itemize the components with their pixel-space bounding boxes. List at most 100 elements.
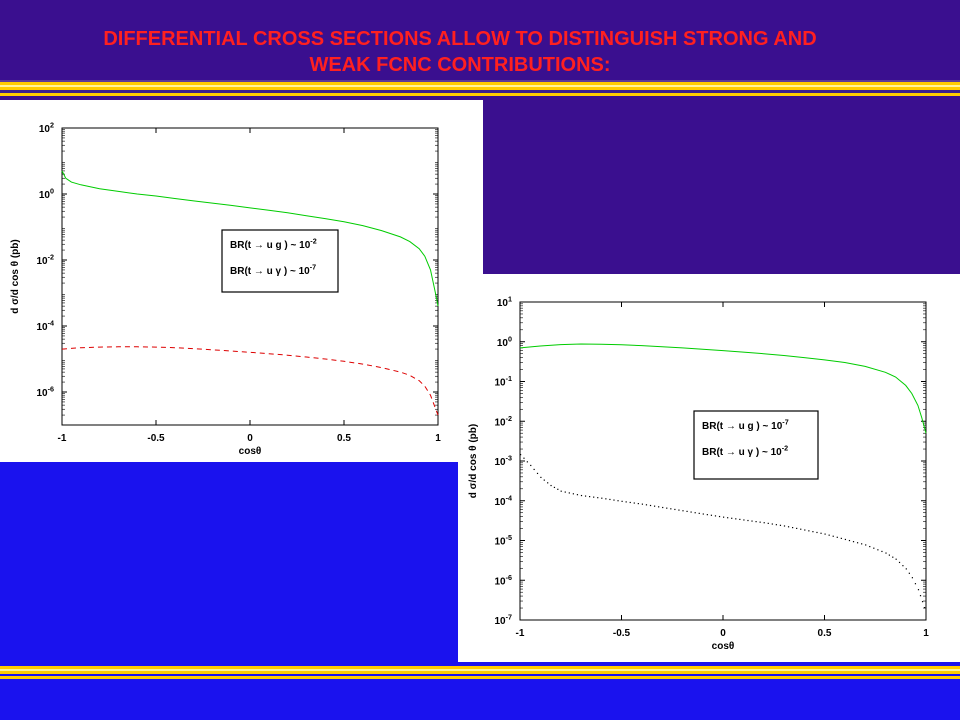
- x-tick-label: 0: [720, 628, 726, 639]
- series-point: [601, 497, 603, 499]
- series-point: [666, 507, 668, 509]
- series-point: [812, 531, 814, 533]
- y-tick-label: 10-6: [494, 573, 512, 588]
- series-point: [898, 561, 901, 564]
- series-point: [820, 532, 822, 534]
- series-point: [743, 519, 745, 521]
- legend-entry-2: BR(t → u γ ) ~ 10-7: [230, 263, 316, 278]
- y-tick-label: 10-3: [494, 454, 512, 469]
- x-tick-label: -1: [58, 433, 67, 444]
- series-point: [877, 549, 879, 551]
- series-point: [787, 526, 790, 528]
- series-point: [919, 595, 922, 597]
- series-point: [584, 495, 587, 497]
- series-point: [731, 517, 733, 519]
- series-point: [658, 506, 660, 508]
- series-point: [674, 508, 676, 511]
- series-point: [641, 503, 643, 505]
- series-line-0: [519, 343, 927, 434]
- chart-right: -1 -0.5 0 0.5 1 101 100 10-1 10-2 10-3 10-4 10-5 10-…: [468, 295, 929, 653]
- slide-title: DIFFERENTIAL CROSS SECTIONS ALLOW TO DIS…: [0, 26, 920, 78]
- y-tick-label: 10-2: [494, 414, 512, 429]
- series-point: [852, 541, 855, 543]
- series-point: [621, 500, 623, 502]
- series-point: [892, 556, 894, 558]
- series-point: [759, 521, 761, 523]
- chart-panel-right: -1 -0.5 0 0.5 1 101 100 10-1 10-2 10-3 10-4 10-5 10-…: [458, 274, 960, 662]
- series-point: [526, 461, 528, 463]
- series-point: [617, 500, 619, 502]
- series-point: [902, 565, 904, 567]
- y-tick-label: 10-7: [494, 613, 512, 628]
- series-point: [690, 511, 692, 513]
- series-point: [576, 494, 579, 496]
- series-point: [597, 497, 599, 499]
- legend-box: [693, 410, 819, 480]
- x-axis-label: cosθ: [239, 446, 262, 457]
- series-point: [779, 524, 782, 526]
- series-point: [698, 512, 700, 514]
- series-point: [895, 558, 897, 560]
- series-point: [869, 545, 871, 548]
- series-point: [840, 537, 842, 539]
- y-axis-label: d σ/d cos θ (pb): [10, 239, 21, 313]
- series-point: [755, 521, 757, 523]
- series-point: [828, 534, 830, 536]
- y-tick-label: 10-4: [36, 319, 54, 334]
- series-point: [783, 525, 786, 527]
- x-tick-label: -0.5: [613, 628, 631, 639]
- y-axis-label: d σ/d cos θ (pb): [468, 424, 479, 498]
- series-point: [530, 464, 532, 467]
- series-point: [560, 490, 562, 492]
- header-band: [0, 0, 960, 80]
- series-line-0: [61, 170, 439, 307]
- series-point: [540, 476, 542, 479]
- y-tick-label: 10-1: [494, 374, 512, 389]
- y-tick-label: 10-5: [494, 533, 512, 548]
- series-point: [557, 488, 559, 490]
- series-point: [670, 508, 672, 510]
- series-point: [609, 498, 611, 501]
- series-point: [836, 536, 838, 538]
- series-point: [520, 454, 522, 456]
- y-tick-label: 102: [39, 121, 54, 136]
- series-point: [848, 539, 851, 542]
- series-point: [572, 493, 574, 495]
- series-point: [747, 519, 749, 522]
- series-point: [723, 516, 725, 518]
- series-point: [637, 502, 639, 505]
- y-tick-label: 100: [39, 187, 54, 202]
- series-point: [908, 572, 910, 574]
- series-point: [702, 513, 704, 515]
- series-point: [735, 518, 737, 520]
- series-point: [727, 517, 729, 519]
- x-axis-label: cosθ: [712, 641, 735, 652]
- x-tick-label: 0.5: [818, 628, 832, 639]
- series-point: [553, 486, 556, 489]
- bottom-stripe: [0, 666, 960, 680]
- series-point: [911, 577, 913, 579]
- series-point: [873, 547, 875, 549]
- chart-left: -1 -0.5 0 0.5 1 102 100 10-2 10-4 10-6 cosθ d σ/d c…: [10, 121, 441, 458]
- series-point: [771, 523, 773, 525]
- series-point: [694, 512, 696, 514]
- top-stripe: [0, 80, 960, 96]
- x-tick-label: -1: [516, 628, 525, 639]
- x-tick-label: 0: [247, 433, 253, 444]
- y-tick-label: 101: [497, 295, 512, 310]
- chart-panel-left: -1 -0.5 0 0.5 1 102 100 10-2 10-4 10-6 cosθ d σ/d c…: [0, 100, 483, 462]
- series-point: [605, 498, 607, 500]
- series-point: [824, 533, 826, 535]
- series-point: [580, 494, 583, 497]
- series-point: [543, 479, 545, 481]
- series-point: [686, 510, 688, 513]
- legend-box: [221, 229, 339, 293]
- legend-entry-1: BR(t → u g ) ~ 10-2: [230, 237, 317, 252]
- series-line-1: [61, 346, 439, 416]
- series-point: [844, 538, 846, 541]
- series-point: [625, 501, 627, 503]
- y-tick-label: 100: [497, 334, 512, 349]
- x-tick-label: -0.5: [147, 433, 165, 444]
- series-point: [804, 529, 806, 531]
- series-point: [888, 554, 890, 556]
